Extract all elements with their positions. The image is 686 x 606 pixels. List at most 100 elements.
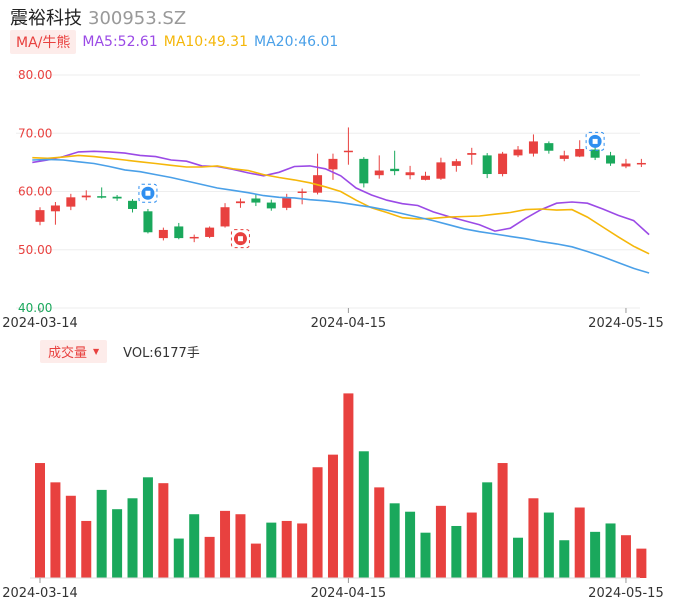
volume-bar — [590, 531, 601, 578]
price-y-tick-label: 50.00 — [18, 243, 52, 257]
volume-bar — [620, 535, 631, 578]
candle-body — [97, 196, 107, 198]
volume-bar — [220, 510, 231, 578]
candle-body — [421, 175, 430, 180]
ma-indicator-tag[interactable]: MA/牛熊 — [10, 30, 77, 54]
ma20-label: MA20:46.01 — [254, 34, 339, 50]
volume-bar — [127, 498, 138, 578]
candle-body — [513, 149, 523, 156]
volume-bar — [405, 511, 416, 578]
stock-code: 300953.SZ — [88, 8, 187, 29]
candle-body — [158, 229, 168, 239]
candle-body — [328, 158, 338, 170]
signal-glyph — [145, 190, 151, 196]
candle-body — [374, 170, 384, 176]
volume-bar — [435, 505, 446, 578]
volume-bar — [497, 463, 508, 578]
ma10-label: MA10:49.31 — [163, 34, 249, 50]
volume-bar — [312, 467, 323, 578]
volume-bar — [297, 523, 308, 578]
candle-body — [359, 158, 369, 184]
candle-body — [606, 155, 616, 164]
volume-bar — [158, 483, 169, 578]
bull-signal-icon — [230, 229, 250, 249]
volume-bar — [235, 514, 246, 578]
price-x-tick-label: 2024-05-15 — [588, 316, 664, 331]
candle-body — [174, 226, 184, 239]
ma-legend: MA/牛熊 MA5:52.61 MA10:49.31 MA20:46.01 — [10, 30, 344, 54]
candle-body — [220, 207, 230, 227]
stock-name: 震裕科技 — [10, 8, 82, 29]
volume-bar — [281, 520, 292, 578]
volume-bar — [559, 540, 570, 578]
candle-body — [81, 195, 91, 198]
candle-body — [35, 210, 45, 222]
candle-body — [451, 161, 461, 166]
dropdown-triangle-icon: ▼ — [93, 346, 100, 356]
bull-bear-signal-icon — [138, 183, 158, 203]
candle-body — [313, 175, 323, 193]
ma20-line — [32, 158, 650, 274]
volume-bar — [466, 512, 477, 578]
volume-legend: 成交量 ▼ VOL:6177手 — [40, 339, 200, 363]
candle-body — [482, 155, 492, 175]
volume-bar — [358, 451, 369, 578]
candle-body — [436, 162, 446, 179]
volume-bar — [513, 537, 524, 578]
price-y-tick-label: 60.00 — [18, 185, 52, 199]
volume-bar — [65, 495, 76, 578]
candle-body — [498, 153, 508, 175]
volume-bar — [142, 477, 153, 578]
volume-bar — [327, 454, 338, 578]
signal-glyph — [592, 138, 598, 144]
volume-bar — [605, 523, 616, 578]
candle-body — [143, 211, 153, 233]
candle-body — [636, 162, 646, 165]
candle-body — [251, 198, 261, 203]
candle-body — [50, 205, 60, 212]
candle-body — [405, 172, 415, 176]
volume-bar — [543, 512, 554, 578]
price-y-tick-label: 80.00 — [18, 68, 52, 82]
volume-x-tick-label: 2024-05-15 — [588, 586, 664, 601]
candle-body — [544, 143, 554, 151]
volume-indicator-label: 成交量 — [48, 345, 88, 361]
volume-bar — [173, 538, 184, 578]
price-y-tick-label: 70.00 — [18, 126, 52, 140]
candle-body — [343, 150, 353, 153]
candle-body — [467, 153, 477, 155]
candle-body — [112, 196, 122, 199]
ma5-label: MA5:52.61 — [82, 34, 158, 50]
volume-bar — [636, 548, 647, 578]
price-y-tick-label: 40.00 — [18, 301, 52, 315]
volume-bar — [50, 482, 61, 578]
volume-bar — [96, 489, 107, 578]
volume-bar — [250, 543, 261, 578]
candle-body — [390, 168, 400, 172]
candle-body — [590, 149, 600, 158]
signal-frame — [230, 229, 250, 249]
volume-bar — [343, 393, 354, 578]
price-x-tick-label: 2024-04-15 — [311, 316, 387, 331]
candle-body — [266, 202, 276, 209]
volume-bar — [204, 536, 215, 578]
price-x-tick-label: 2024-03-14 — [2, 316, 78, 331]
volume-bar — [374, 487, 385, 578]
candle-body — [189, 236, 199, 239]
signal-glyph — [237, 236, 243, 242]
candle-body — [575, 148, 585, 157]
volume-value: VOL:6177手 — [123, 345, 200, 361]
signal-frame — [585, 131, 605, 151]
volume-bar — [482, 482, 493, 578]
volume-bar — [389, 503, 400, 578]
volume-indicator-dropdown[interactable]: 成交量 ▼ — [40, 339, 108, 363]
volume-bar — [35, 463, 45, 578]
candle-body — [621, 163, 631, 167]
candle-body — [235, 201, 245, 204]
ma10-line — [32, 154, 650, 255]
candle-body — [297, 191, 307, 193]
volume-bar — [420, 532, 431, 578]
volume-bar — [266, 522, 277, 578]
candle-body — [282, 197, 292, 208]
